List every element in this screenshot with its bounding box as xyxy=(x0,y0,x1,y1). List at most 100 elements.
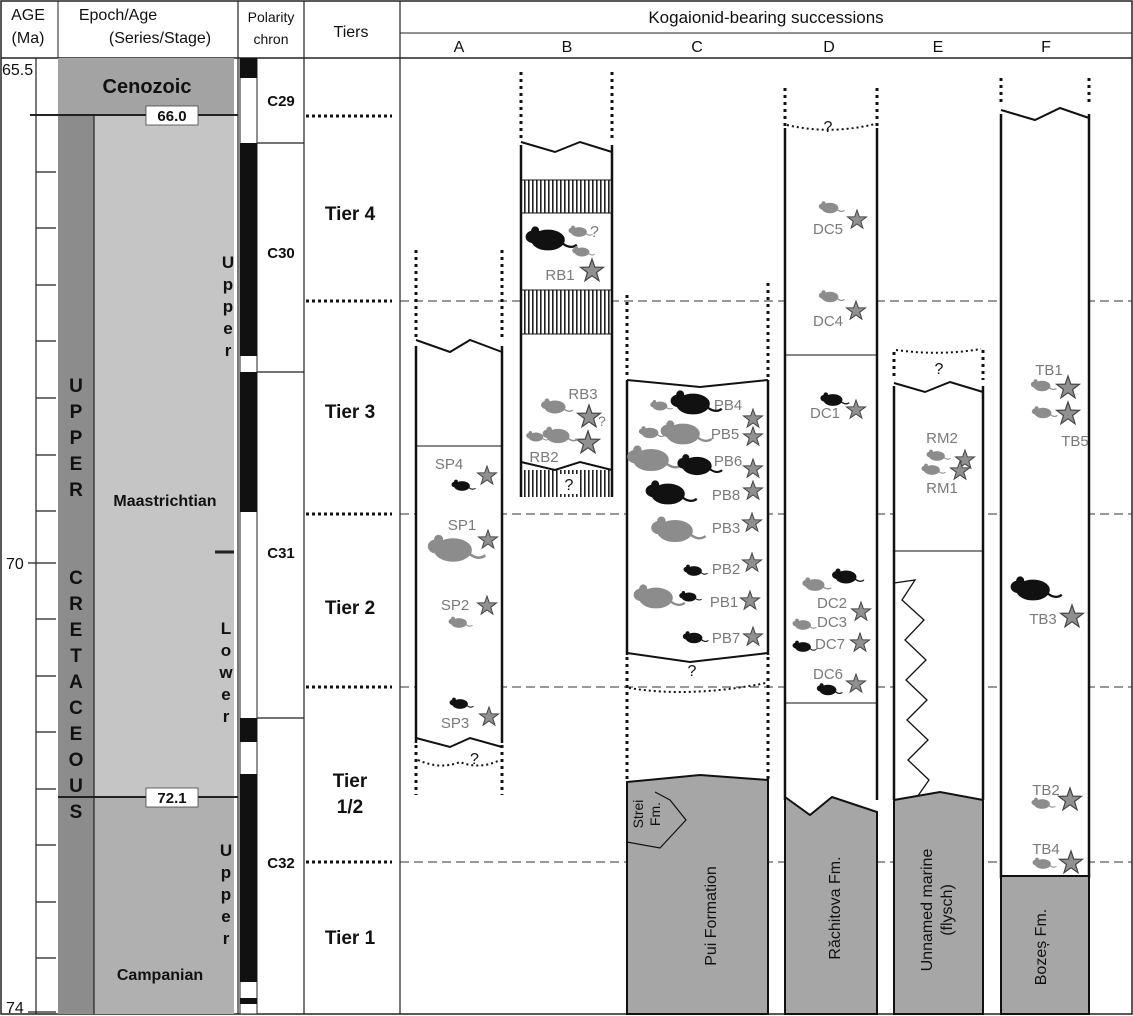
site-label-tb2: TB2 xyxy=(1032,782,1060,799)
svg-text:R: R xyxy=(69,480,83,501)
svg-text:C: C xyxy=(69,568,83,589)
column-header-b: B xyxy=(562,39,573,56)
column-header-f: F xyxy=(1041,39,1051,56)
question-mark-rb3: ? xyxy=(598,413,606,429)
site-label-tb4: TB4 xyxy=(1032,841,1060,858)
svg-text:L: L xyxy=(221,619,231,638)
svg-text:E: E xyxy=(70,620,83,641)
site-label-pb1: PB1 xyxy=(710,594,738,611)
succession-a: ? SP4 SP1 SP2 SP3 xyxy=(414,250,504,795)
svg-text:r: r xyxy=(223,707,230,726)
tier-1-label: Tier 1 xyxy=(325,928,376,949)
maastrichtian-label: Maastrichtian xyxy=(113,493,216,510)
unnamed-marine-label-line1: Unnamed marine xyxy=(919,849,936,972)
svg-text:p: p xyxy=(221,863,231,882)
bozes-formation-label: Bozeș Fm. xyxy=(1033,909,1050,985)
svg-text:P: P xyxy=(70,402,83,423)
question-mark-c: ? xyxy=(688,663,697,680)
tiers-header-label: Tiers xyxy=(334,24,369,41)
unnamed-marine-label-line2: (flysch) xyxy=(939,884,956,936)
boundary-72-1: 72.1 xyxy=(157,790,186,807)
succession-e: ? Unnamed marine (flysch) RM2 RM1 xyxy=(892,348,985,1015)
chron-label: chron xyxy=(253,31,288,47)
svg-text:r: r xyxy=(225,341,232,360)
site-label-rm1: RM1 xyxy=(926,480,958,497)
column-header-c: C xyxy=(691,39,703,56)
succession-b: ? ? ? RB1 RB3 RB2 xyxy=(519,72,614,497)
age-axis: 65.5 70 74 xyxy=(2,58,56,1016)
site-label-tb5: TB5 xyxy=(1061,433,1089,450)
svg-text:e: e xyxy=(221,907,230,926)
series-stage-label: (Series/Stage) xyxy=(109,30,211,47)
upper-maastrichtian-vertical-label: U p p e r xyxy=(222,253,234,360)
svg-text:A: A xyxy=(69,672,83,693)
question-mark-a: ? xyxy=(470,751,479,768)
svg-text:P: P xyxy=(70,428,83,449)
cenozoic-label: Cenozoic xyxy=(103,76,192,98)
site-label-dc5: DC5 xyxy=(813,221,843,238)
site-label-sp3: SP3 xyxy=(441,715,469,732)
site-label-dc3: DC3 xyxy=(817,614,847,631)
strei-label-line2: Fm. xyxy=(647,802,663,826)
tiers-column: Tier 4 Tier 3 Tier 2 Tier 1/2 Tier 1 xyxy=(306,114,392,949)
chron-c32: C32 xyxy=(267,855,295,872)
column-header-d: D xyxy=(823,39,835,56)
question-mark-d: ? xyxy=(824,119,833,136)
site-label-dc2: DC2 xyxy=(817,595,847,612)
column-header-a: A xyxy=(454,39,465,56)
epoch-age-label: Epoch/Age xyxy=(79,7,157,24)
succession-d: ? Răchitova Fm. DC5 DC4 DC1 DC2 DC3 DC7 … xyxy=(783,88,879,1015)
campanian-label: Campanian xyxy=(117,967,203,984)
site-label-pb8: PB8 xyxy=(712,487,740,504)
svg-text:e: e xyxy=(221,685,230,704)
site-label-rb1: RB1 xyxy=(545,267,574,284)
svg-text:p: p xyxy=(223,297,233,316)
question-mark-e: ? xyxy=(935,361,944,378)
site-label-pb2: PB2 xyxy=(712,561,740,578)
rachitova-formation-label: Răchitova Fm. xyxy=(827,856,844,959)
svg-text:e: e xyxy=(223,319,232,338)
tier-2-label: Tier 2 xyxy=(325,598,375,619)
site-label-tb1: TB1 xyxy=(1035,362,1063,379)
site-label-tb3: TB3 xyxy=(1029,611,1057,628)
polarity-label: Polarity xyxy=(248,9,295,25)
chronostratigraphy-column: Cenozoic 66.0 72.1 U P P E R C R E T A C… xyxy=(30,58,238,1014)
age-tick-74: 74 xyxy=(6,1000,24,1016)
site-label-dc7: DC7 xyxy=(815,636,845,653)
chron-c31: C31 xyxy=(267,545,295,562)
svg-text:C: C xyxy=(69,698,83,719)
site-label-pb5: PB5 xyxy=(711,426,739,443)
age-unit-label: (Ma) xyxy=(12,30,45,47)
svg-text:S: S xyxy=(70,802,83,823)
site-label-dc6: DC6 xyxy=(813,666,843,683)
tier-1-2-label-line2: 1/2 xyxy=(337,797,363,818)
svg-text:o: o xyxy=(221,641,231,660)
svg-text:U: U xyxy=(69,776,83,797)
upper-cretaceous-vertical-label: U P P E R C R E T A C E O U S xyxy=(69,376,84,823)
tier-1-2-label-line1: Tier xyxy=(333,771,368,792)
site-label-sp2: SP2 xyxy=(441,597,469,614)
site-label-pb7: PB7 xyxy=(712,630,740,647)
svg-text:E: E xyxy=(70,454,83,475)
site-label-pb6: PB6 xyxy=(714,453,742,470)
age-tick-65-5: 65.5 xyxy=(2,62,33,79)
svg-text:E: E xyxy=(70,724,83,745)
svg-text:U: U xyxy=(220,841,232,860)
site-label-rb3: RB3 xyxy=(568,386,597,403)
svg-text:U: U xyxy=(69,376,83,397)
question-mark-b: ? xyxy=(565,477,574,494)
tier-4-label: Tier 4 xyxy=(325,204,376,225)
site-label-sp4: SP4 xyxy=(435,456,463,473)
svg-text:r: r xyxy=(223,929,230,948)
svg-text:R: R xyxy=(69,594,83,615)
successions-header: Kogaionid-bearing successions xyxy=(648,8,883,27)
lower-maastrichtian-vertical-label: L o w e r xyxy=(218,619,233,726)
chron-c30: C30 xyxy=(267,245,295,262)
polarity-column: C29 C30 C31 C32 xyxy=(239,57,304,1015)
svg-text:O: O xyxy=(69,750,84,771)
site-label-sp1: SP1 xyxy=(448,517,476,534)
age-tick-70: 70 xyxy=(6,556,24,573)
site-label-dc1: DC1 xyxy=(810,405,840,422)
